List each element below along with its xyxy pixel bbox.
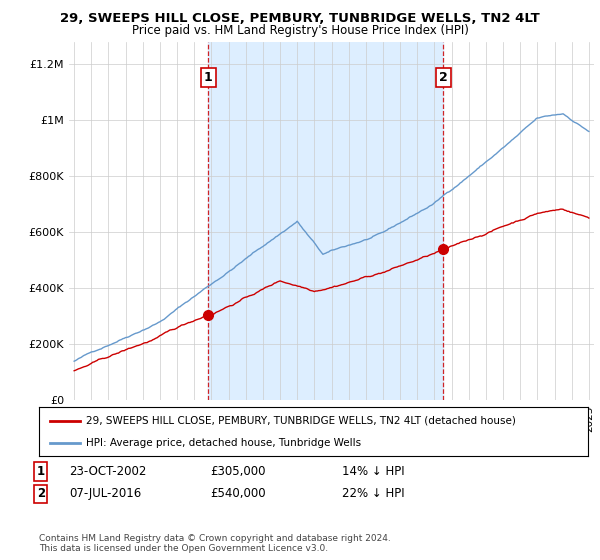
Text: 22% ↓ HPI: 22% ↓ HPI: [342, 487, 404, 501]
Text: 14% ↓ HPI: 14% ↓ HPI: [342, 465, 404, 478]
Text: 29, SWEEPS HILL CLOSE, PEMBURY, TUNBRIDGE WELLS, TN2 4LT (detached house): 29, SWEEPS HILL CLOSE, PEMBURY, TUNBRIDG…: [86, 416, 515, 426]
Text: 1: 1: [204, 71, 212, 85]
Text: 2: 2: [37, 487, 45, 501]
Text: £540,000: £540,000: [210, 487, 266, 501]
Text: Contains HM Land Registry data © Crown copyright and database right 2024.
This d: Contains HM Land Registry data © Crown c…: [39, 534, 391, 553]
Text: 2: 2: [439, 71, 448, 85]
Text: 1: 1: [37, 465, 45, 478]
Text: £305,000: £305,000: [210, 465, 265, 478]
Text: 23-OCT-2002: 23-OCT-2002: [69, 465, 146, 478]
Text: Price paid vs. HM Land Registry's House Price Index (HPI): Price paid vs. HM Land Registry's House …: [131, 24, 469, 36]
Text: 29, SWEEPS HILL CLOSE, PEMBURY, TUNBRIDGE WELLS, TN2 4LT: 29, SWEEPS HILL CLOSE, PEMBURY, TUNBRIDG…: [60, 12, 540, 25]
Bar: [208, 42, 443, 400]
Text: HPI: Average price, detached house, Tunbridge Wells: HPI: Average price, detached house, Tunb…: [86, 437, 361, 447]
Text: 07-JUL-2016: 07-JUL-2016: [69, 487, 141, 501]
